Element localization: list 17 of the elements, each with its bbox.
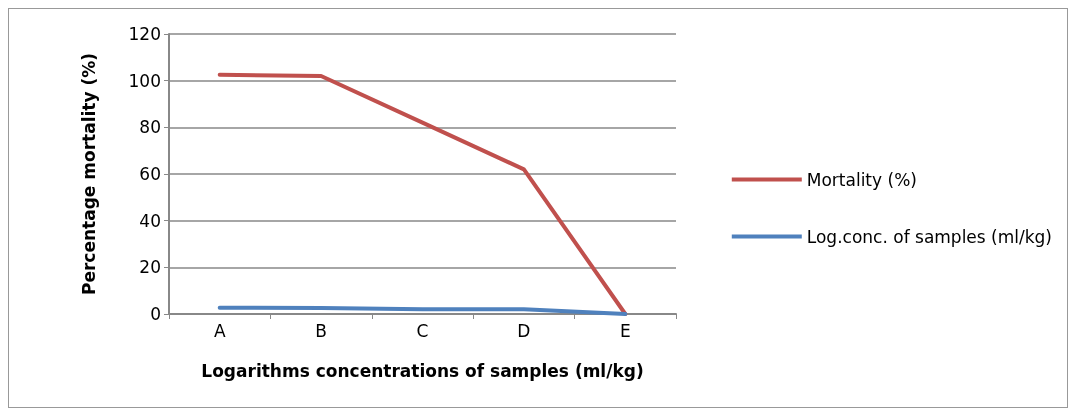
y-axis-title: Percentage mortality (%) xyxy=(78,52,99,296)
y-tick-label: 80 xyxy=(139,117,161,138)
x-axis-title: Logarithms concentrations of samples (ml/kg) xyxy=(201,360,644,381)
x-tick-label: C xyxy=(416,320,429,341)
line-series xyxy=(217,305,628,316)
legend-label: Log.conc. of samples (ml/kg) xyxy=(806,226,1053,247)
x-tick-label: B xyxy=(315,320,327,341)
x-tick-label: D xyxy=(517,320,531,341)
x-tick-label: A xyxy=(213,320,226,341)
y-tick-label: 60 xyxy=(139,164,161,184)
y-tick-label: 100 xyxy=(128,70,161,91)
legend-label: Mortality (%) xyxy=(806,169,917,190)
y-tick-label: 20 xyxy=(139,257,161,278)
x-tick-label: E xyxy=(619,320,631,341)
y-tick-label: 40 xyxy=(139,210,161,231)
y-tick-label: 0 xyxy=(150,304,161,324)
y-tick-label: 120 xyxy=(128,24,161,44)
